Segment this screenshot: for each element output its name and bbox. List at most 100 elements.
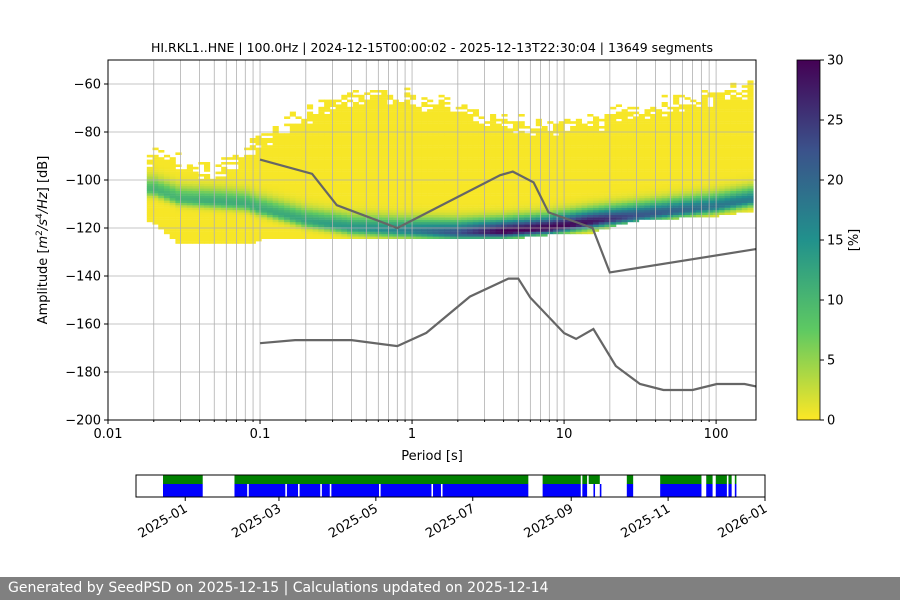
heatmap-cell [736,183,743,187]
heatmap-cell [467,198,474,201]
heatmap-cell [186,231,193,235]
heatmap-cell [261,198,268,201]
heatmap-cell [541,183,548,187]
heatmap-cell [570,159,577,163]
heatmap-cell [570,174,577,177]
heatmap-cell [615,162,623,165]
heatmap-cell [684,190,691,194]
heatmap-cell [472,145,479,148]
heatmap-cell [444,181,451,184]
heatmap-cell [146,212,153,215]
heatmap-cell [673,193,680,196]
heatmap-cell [169,234,176,237]
heatmap-cell [690,106,697,110]
heatmap-cell [226,157,234,160]
heatmap-cell [718,116,725,119]
heatmap-cell [718,176,725,179]
heatmap-cell [255,135,262,139]
heatmap-cell [232,171,239,175]
heatmap-cell [209,229,216,232]
heatmap-cell [215,234,222,237]
heatmap-cell [301,212,308,215]
heatmap-cell [409,128,417,131]
heatmap-cell [192,238,199,242]
heatmap-cell [324,171,331,175]
heatmap-cell [455,138,462,141]
heatmap-cell [318,118,325,122]
heatmap-cell [369,114,377,117]
heatmap-cell [558,207,565,211]
heatmap-cell [266,202,274,206]
heatmap-cell [564,169,571,172]
heatmap-cell [163,181,171,184]
heatmap-cell [707,212,714,215]
heatmap-cell [472,109,479,112]
heatmap-cell [215,236,222,239]
heatmap-cell [347,205,354,208]
heatmap-cell [278,183,285,187]
heatmap-cell [284,135,291,139]
heatmap-cell [495,229,502,232]
heatmap-cell [175,217,182,220]
heatmap-cell [358,188,365,191]
heatmap-cell [661,186,668,189]
heatmap-cell [152,200,159,203]
heatmap-cell [484,159,491,163]
heatmap-cell [266,193,274,196]
heatmap-cell [163,217,171,220]
heatmap-cell [690,166,697,170]
heatmap-cell [175,183,182,187]
heatmap-cell [335,114,342,117]
heatmap-cell [192,166,199,170]
heatmap-cell [352,138,359,141]
heatmap-cell [278,176,285,179]
heatmap-cell [261,188,268,191]
heatmap-cell [564,118,571,122]
heatmap-cell [404,114,411,117]
heatmap-cell [541,214,548,218]
heatmap-cell [615,207,623,211]
heatmap-cell [261,210,268,213]
heatmap-cell [501,138,508,141]
heatmap-cell [181,195,188,199]
heatmap-cell [530,183,537,187]
heatmap-cell [730,186,737,189]
heatmap-cell [633,176,640,179]
heatmap-cell [695,198,703,201]
heatmap-cell [444,224,451,227]
heatmap-cell [484,205,491,208]
heatmap-cell [261,207,268,211]
heatmap-cell [312,236,319,239]
heatmap-cell [564,159,571,163]
heatmap-cell [381,183,388,187]
heatmap-cell [684,174,691,177]
heatmap-cell [638,193,645,196]
heatmap-cell [593,126,600,129]
heatmap-cell [741,205,748,208]
heatmap-cell [352,135,359,139]
heatmap-cell [736,116,743,119]
heatmap-cell [352,190,359,194]
heatmap-cell [478,198,485,201]
heatmap-cell [387,202,394,206]
heatmap-cell [415,210,422,213]
heatmap-cell [530,135,537,139]
heatmap-cell [438,188,445,191]
heatmap-cell [266,236,274,239]
heatmap-cell [232,217,239,220]
heatmap-cell [152,162,159,165]
heatmap-cell [730,171,737,175]
heatmap-cell [741,200,748,203]
heatmap-cell [684,214,691,218]
heatmap-cell [381,121,388,124]
heatmap-cell [404,159,411,163]
heatmap-cell [415,229,422,232]
heatmap-cell [438,231,445,235]
heatmap-cell [701,126,708,129]
heatmap-cell [724,152,731,155]
heatmap-cell [409,236,417,239]
heatmap-cell [581,166,588,170]
heatmap-cell [409,114,417,117]
heatmap-cell [392,116,399,119]
heatmap-cell [678,210,685,213]
